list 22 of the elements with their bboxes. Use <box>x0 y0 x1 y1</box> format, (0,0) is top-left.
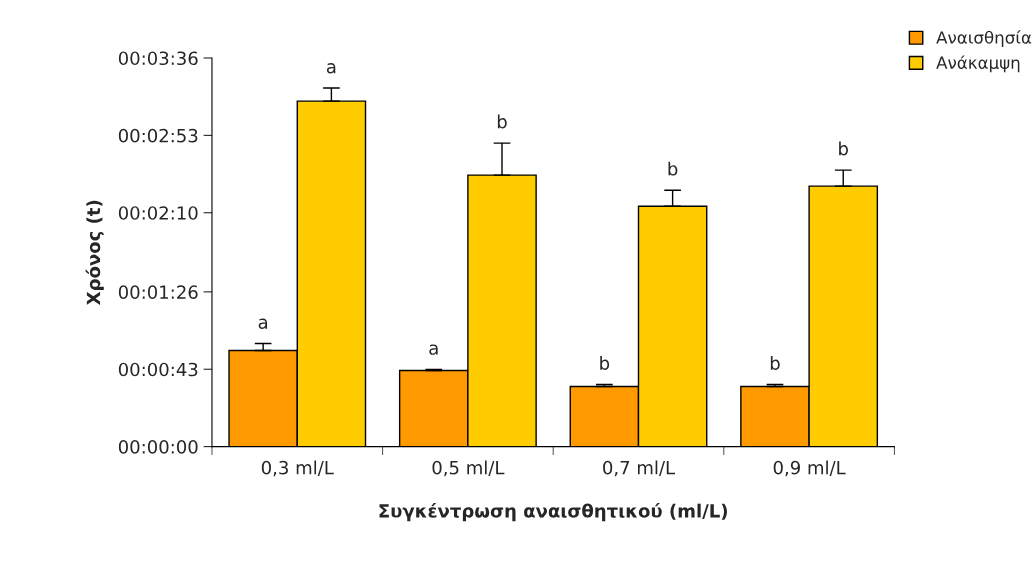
x-axis-title: Συγκέντρωση αναισθητικού (ml/L) <box>379 502 727 522</box>
data-label: b <box>770 355 780 370</box>
data-label: b <box>668 161 678 176</box>
x-tick-label: 0,7 ml/L <box>603 460 675 477</box>
data-label: a <box>326 63 336 74</box>
x-tick-label: 0,3 ml/L <box>261 460 334 477</box>
y-tick-label: 00:03:36 <box>118 51 198 66</box>
data-label: b <box>497 114 507 129</box>
data-label: a <box>258 318 268 329</box>
data-label: b <box>600 355 610 370</box>
y-tick-label: 00:02:10 <box>118 206 198 220</box>
y-tick-label: 00:01:26 <box>118 285 198 299</box>
y-tick-label: 00:02:53 <box>118 128 198 143</box>
data-label: a <box>429 344 438 355</box>
y-axis-title: Χρόνος (t) <box>85 200 104 305</box>
legend-label: Ανάκαμψη <box>936 55 1020 73</box>
y-tick-label: 00:00:43 <box>118 362 198 377</box>
y-tick-label: 00:00:00 <box>118 440 198 454</box>
legend-label: Αναισθησία <box>936 30 1032 48</box>
x-tick-label: 0,5 ml/L <box>432 460 505 477</box>
x-tick-label: 0,9 ml/L <box>773 460 846 477</box>
data-label: b <box>839 141 848 156</box>
